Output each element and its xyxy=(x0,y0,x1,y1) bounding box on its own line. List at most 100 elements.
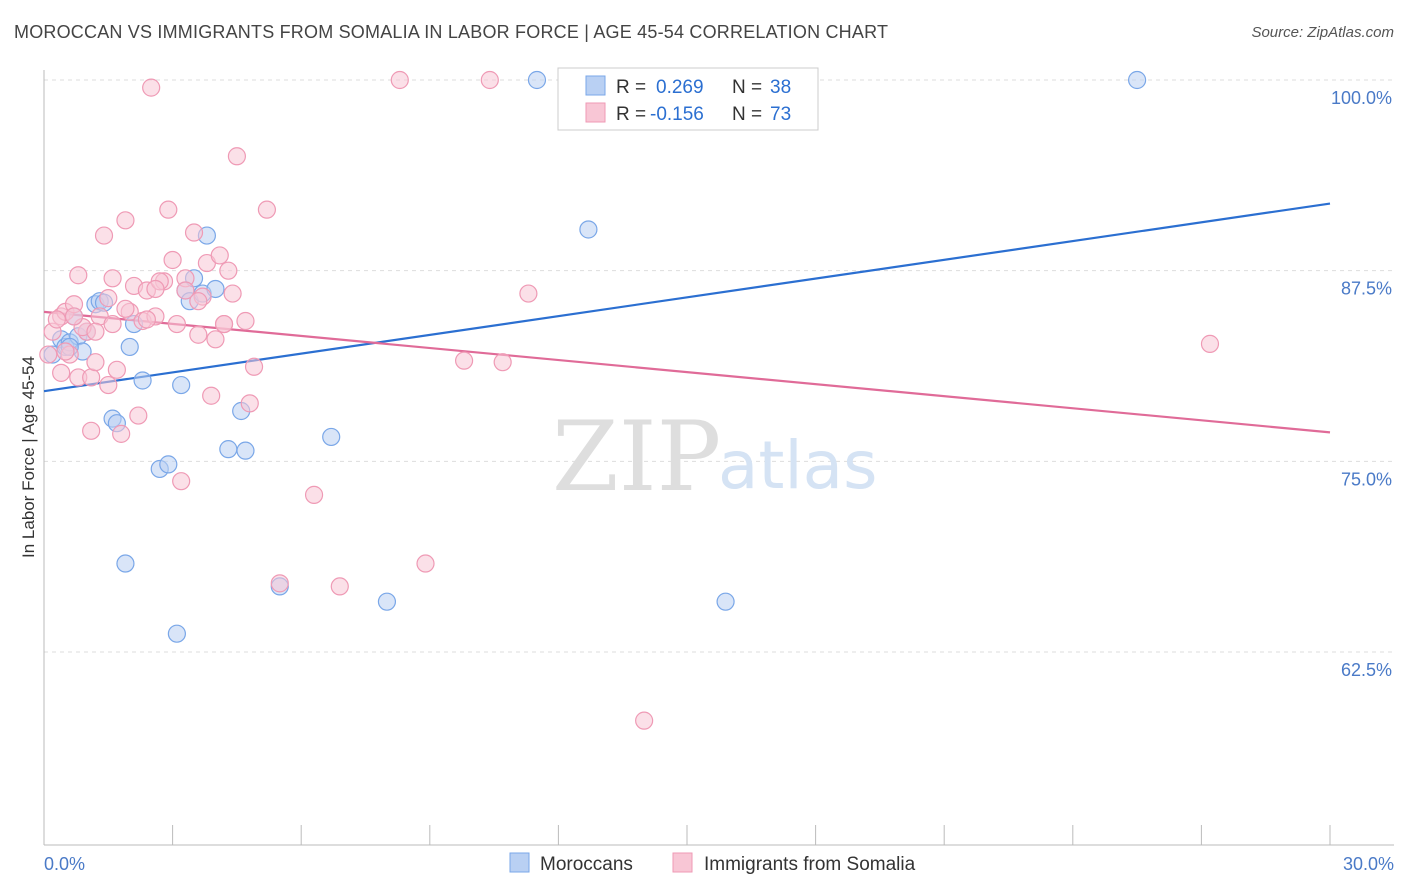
point-somalia xyxy=(184,223,204,242)
point-somalia xyxy=(146,279,165,299)
series-legend: Moroccans Immigrants from Somalia xyxy=(509,852,916,875)
point-somalia xyxy=(142,78,161,97)
x-tick-label-min: 0.0% xyxy=(44,854,85,874)
watermark-atlas: atlas xyxy=(718,427,878,504)
y-tick-label: 100.0% xyxy=(1331,88,1392,108)
point-somalia xyxy=(219,261,238,280)
point-somalia xyxy=(64,307,84,326)
point-somalia xyxy=(112,424,131,443)
point-moroccans xyxy=(172,375,191,395)
point-somalia xyxy=(519,284,538,303)
series-legend-swatch-somalia xyxy=(672,852,693,873)
point-moroccans xyxy=(159,455,178,474)
watermark: ZIP atlas xyxy=(552,401,878,513)
point-moroccans xyxy=(219,440,238,459)
point-somalia xyxy=(99,289,118,308)
point-somalia xyxy=(137,310,156,329)
point-somalia xyxy=(103,314,122,334)
point-somalia xyxy=(189,292,208,311)
point-somalia xyxy=(159,200,178,219)
legend-swatch-moroccans xyxy=(585,75,606,96)
point-somalia xyxy=(304,485,324,504)
legend-n-value-1: 38 xyxy=(770,77,791,98)
point-somalia xyxy=(202,386,221,405)
point-somalia xyxy=(244,357,264,376)
point-somalia xyxy=(172,472,191,491)
point-somalia xyxy=(189,325,208,344)
point-somalia xyxy=(236,311,255,331)
legend-r-value-2: -0.156 xyxy=(650,104,704,125)
y-tick-label: 87.5% xyxy=(1341,279,1392,299)
point-somalia xyxy=(47,310,66,329)
point-somalia xyxy=(86,322,105,341)
legend-n-label-1: N = xyxy=(732,77,762,98)
point-somalia xyxy=(176,281,195,300)
axes xyxy=(43,70,1394,846)
y-tick-labels: 62.5% 75.0% 87.5% 100.0% xyxy=(1331,88,1392,680)
point-somalia xyxy=(330,577,349,596)
point-somalia xyxy=(227,147,246,166)
y-tick-label: 75.0% xyxy=(1341,469,1392,489)
point-somalia xyxy=(129,406,148,425)
point-somalia xyxy=(210,246,229,265)
point-somalia xyxy=(223,284,242,303)
legend-n-label-2: N = xyxy=(732,104,762,125)
x-axis-ticks xyxy=(43,825,1331,845)
point-somalia xyxy=(103,269,122,288)
point-somalia xyxy=(39,345,58,364)
series-legend-label-somalia: Immigrants from Somalia xyxy=(704,854,916,875)
legend-n-value-2: 73 xyxy=(770,104,791,125)
point-somalia xyxy=(454,351,474,370)
point-somalia xyxy=(116,211,135,230)
point-somalia xyxy=(206,330,225,349)
y-tick-label: 62.5% xyxy=(1341,660,1392,680)
data-points xyxy=(39,70,1220,730)
series-legend-swatch-moroccans xyxy=(509,852,530,873)
point-somalia xyxy=(390,70,409,90)
point-moroccans xyxy=(322,427,341,447)
point-somalia xyxy=(480,70,499,90)
point-moroccans xyxy=(133,371,152,390)
point-moroccans xyxy=(1127,70,1147,90)
point-somalia xyxy=(86,353,105,372)
point-somalia xyxy=(1200,334,1220,353)
point-somalia xyxy=(82,421,101,440)
legend-r-label-2: R = xyxy=(616,104,646,125)
chart-source: Source: ZipAtlas.com xyxy=(1251,24,1394,41)
point-moroccans xyxy=(167,624,186,643)
legend-r-label-1: R = xyxy=(616,77,646,98)
point-somalia xyxy=(99,375,118,395)
point-moroccans xyxy=(579,220,598,239)
point-moroccans xyxy=(527,70,547,90)
x-tick-label-max: 30.0% xyxy=(1343,854,1394,874)
point-moroccans xyxy=(716,592,735,611)
point-somalia xyxy=(240,394,259,413)
y-axis-label: In Labor Force | Age 45-54 xyxy=(19,356,38,558)
point-somalia xyxy=(214,314,234,334)
series-legend-label-moroccans: Moroccans xyxy=(540,854,633,875)
legend-swatch-somalia xyxy=(585,102,606,123)
point-somalia xyxy=(82,368,101,387)
point-somalia xyxy=(416,554,435,573)
point-somalia xyxy=(107,360,126,379)
point-moroccans xyxy=(120,337,139,357)
point-somalia xyxy=(635,711,654,730)
point-somalia xyxy=(94,226,114,245)
point-somalia xyxy=(116,299,135,318)
point-somalia xyxy=(167,314,186,334)
chart-title: MOROCCAN VS IMMIGRANTS FROM SOMALIA IN L… xyxy=(14,22,889,42)
point-somalia xyxy=(163,250,182,270)
trend-line-somalia xyxy=(43,310,1331,434)
point-moroccans xyxy=(116,554,135,573)
point-somalia xyxy=(52,363,71,382)
stats-legend: R = 0.269 N = 38 R = -0.156 N = 73 xyxy=(557,67,819,131)
legend-r-value-1: 0.269 xyxy=(656,77,704,98)
watermark-zip: ZIP xyxy=(552,401,721,513)
point-somalia xyxy=(56,342,75,361)
point-somalia xyxy=(257,200,277,219)
point-somalia xyxy=(69,266,88,285)
point-moroccans xyxy=(236,441,255,460)
point-moroccans xyxy=(377,592,397,611)
point-somalia xyxy=(493,353,512,372)
